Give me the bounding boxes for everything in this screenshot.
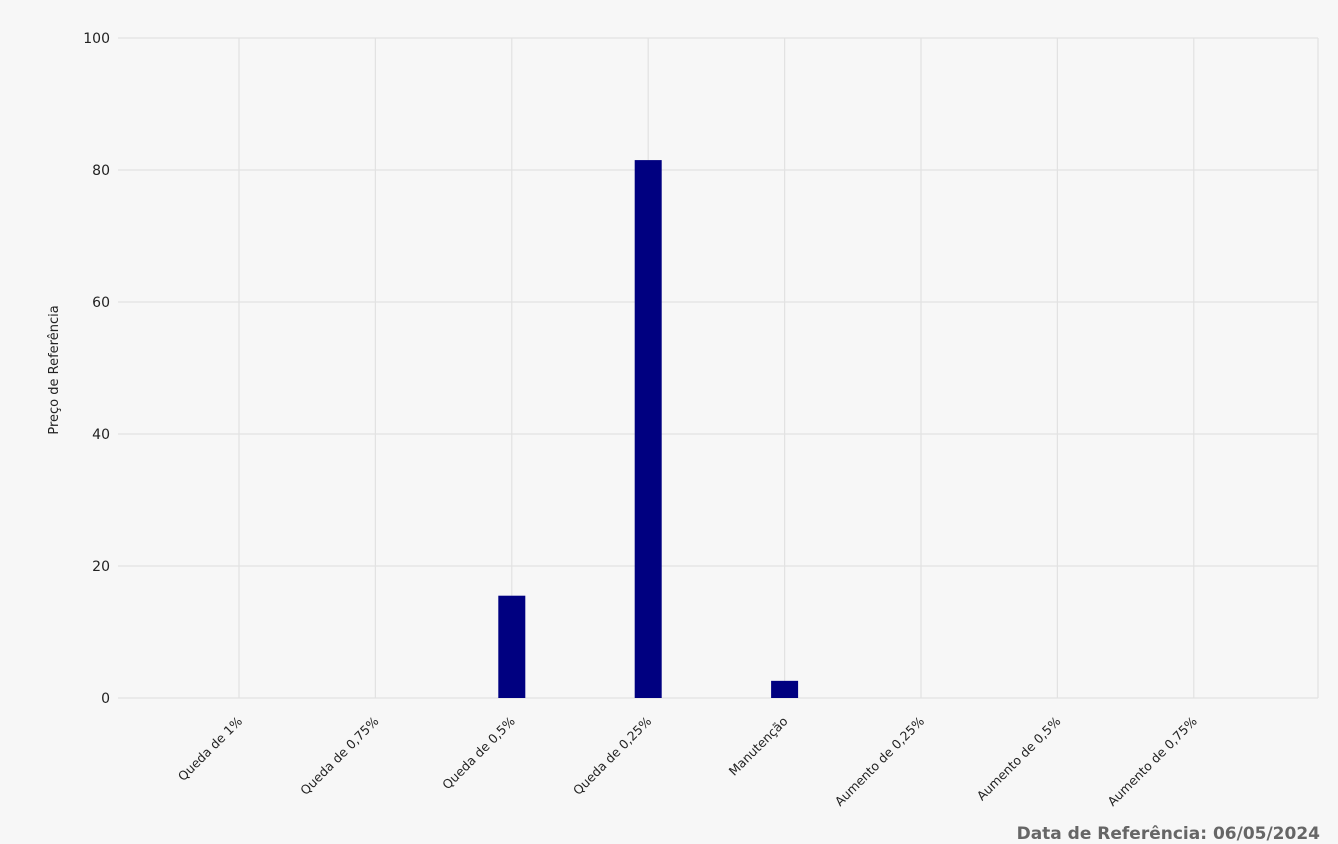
x-tick-label: Queda de 0,75%: [297, 713, 381, 797]
bar: [771, 680, 799, 698]
bar: [634, 160, 662, 699]
x-tick-label: Aumento de 0,5%: [974, 713, 1064, 803]
x-tick-label: Queda de 0,25%: [570, 713, 654, 797]
x-tick-label: Queda de 0,5%: [439, 713, 518, 792]
y-tick-label: 60: [92, 295, 110, 311]
x-tick-label: Aumento de 0,75%: [1104, 713, 1200, 809]
x-tick-label: Manutenção: [726, 714, 791, 779]
y-tick-label: 0: [101, 691, 110, 707]
y-tick-label: 40: [92, 427, 110, 443]
bar: [498, 595, 526, 698]
x-tick-label: Queda de 1%: [175, 713, 245, 783]
y-tick-label: 20: [92, 559, 110, 575]
reference-date: Data de Referência: 06/05/2024: [1017, 824, 1321, 844]
y-axis-title: Preço de Referência: [47, 305, 62, 434]
y-tick-label: 80: [92, 163, 110, 179]
x-tick-label: Aumento de 0,25%: [832, 713, 928, 809]
y-tick-label: 100: [83, 31, 110, 47]
